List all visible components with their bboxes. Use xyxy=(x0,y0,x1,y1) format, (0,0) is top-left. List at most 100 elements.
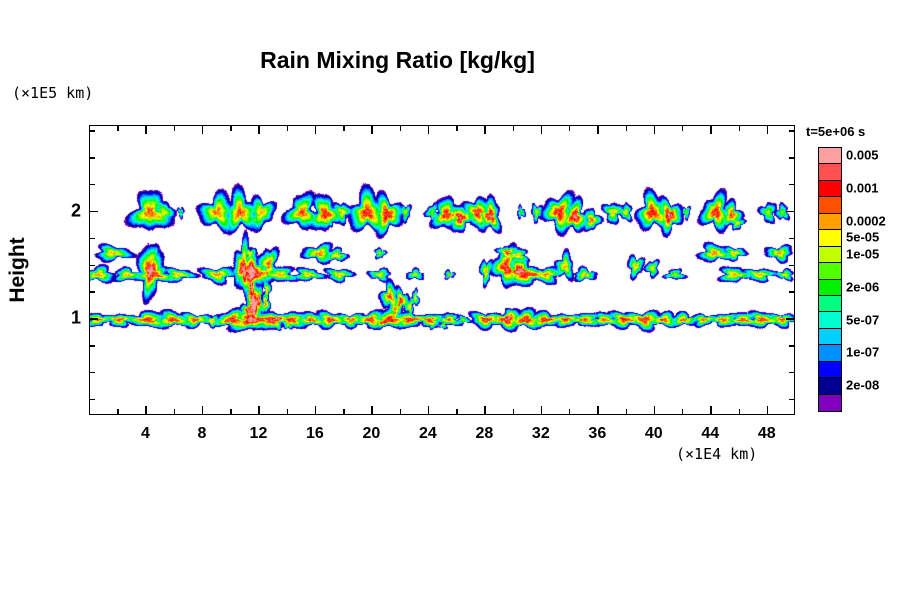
time-annotation: t=5e+06 s xyxy=(806,124,866,139)
x-tick-label: 24 xyxy=(418,425,437,442)
colorbar-label: 1e-05 xyxy=(846,246,880,262)
colorbar-swatch xyxy=(819,148,841,165)
y-tick-label: 2 xyxy=(70,200,81,221)
axis-tick xyxy=(286,409,289,415)
colorbar-swatch xyxy=(819,213,841,231)
axis-tick xyxy=(258,125,260,134)
axis-tick xyxy=(710,406,712,415)
axis-tick xyxy=(789,372,795,374)
axis-tick xyxy=(710,125,712,134)
axis-tick xyxy=(738,409,740,415)
axis-tick xyxy=(145,406,147,415)
x-tick-label: 48 xyxy=(757,425,776,442)
axis-tick xyxy=(789,398,795,401)
axis-tick xyxy=(569,409,571,415)
axis-tick xyxy=(682,409,684,415)
axis-tick xyxy=(89,372,95,374)
y-axis-unit-label: (×1E5 km) xyxy=(12,84,94,102)
axis-tick xyxy=(789,184,795,186)
axis-tick xyxy=(456,409,458,415)
chart-title: Rain Mixing Ratio [kg/kg] xyxy=(260,47,535,73)
axis-tick xyxy=(512,125,514,131)
axis-tick xyxy=(682,125,684,131)
colorbar-label: 0.005 xyxy=(846,147,879,163)
colorbar-swatch xyxy=(819,312,841,329)
x-tick-label: 12 xyxy=(249,425,268,442)
axis-tick xyxy=(343,125,345,131)
colorbar-swatch xyxy=(819,164,841,181)
colorbar-swatch xyxy=(819,345,841,362)
colorbar-label: 1e-07 xyxy=(846,344,880,360)
axis-tick xyxy=(789,157,795,159)
x-tick-label: 44 xyxy=(701,425,720,442)
colorbar-swatch xyxy=(819,197,841,214)
colorbar-swatch xyxy=(819,295,841,313)
axis-tick xyxy=(786,318,795,320)
axis-tick xyxy=(230,409,232,415)
axis-tick xyxy=(145,125,147,134)
axis-tick xyxy=(89,237,95,240)
colorbar-swatch xyxy=(819,394,841,411)
axis-tick xyxy=(789,291,795,293)
axis-tick xyxy=(89,318,98,320)
axis-tick xyxy=(427,406,430,415)
axis-tick xyxy=(201,125,204,134)
axis-tick xyxy=(625,409,627,415)
colorbar-swatch xyxy=(819,230,841,247)
axis-tick xyxy=(484,125,486,134)
axis-tick xyxy=(789,264,795,267)
colorbar-labels: 0.005 0.001 0.0002 5e-05 1e-05 2e-06 5e-07 1e-0… xyxy=(846,147,900,410)
x-axis-unit-label: (×1E4 km) xyxy=(676,445,758,463)
x-tick-label: 28 xyxy=(475,425,494,442)
axis-tick xyxy=(786,210,795,213)
axis-tick xyxy=(286,125,289,131)
x-tick-label: 8 xyxy=(197,425,207,442)
axis-tick xyxy=(653,125,656,134)
axis-tick xyxy=(89,210,98,213)
colorbar-label: 0.001 xyxy=(846,180,879,196)
x-tick-label: 16 xyxy=(306,425,324,442)
axis-tick xyxy=(789,237,795,240)
colorbar-label: 5e-05 xyxy=(846,229,880,245)
axis-tick xyxy=(789,130,795,132)
axis-tick xyxy=(117,409,119,415)
colorbar-swatch xyxy=(819,263,841,280)
axis-tick xyxy=(766,406,769,415)
colorbar-swatch xyxy=(819,361,841,379)
axis-tick xyxy=(484,406,486,415)
axis-tick xyxy=(540,125,543,134)
axis-tick xyxy=(399,125,402,131)
axis-tick xyxy=(427,125,430,134)
axis-tick xyxy=(89,264,95,267)
colorbar-swatch xyxy=(819,328,841,346)
axis-tick xyxy=(258,406,260,415)
axis-tick xyxy=(230,125,232,131)
axis-tick xyxy=(597,406,599,415)
axis-tick xyxy=(117,125,119,131)
axis-tick xyxy=(512,409,514,415)
x-tick-label: 32 xyxy=(531,425,550,442)
axis-tick xyxy=(89,130,95,132)
x-tick-label: 40 xyxy=(644,425,663,442)
y-tick-label: 1 xyxy=(70,307,81,328)
colorbar-label: 2e-08 xyxy=(846,377,880,393)
colorbar-swatch xyxy=(819,180,841,198)
x-tick-label: 4 xyxy=(141,425,150,442)
axis-tick xyxy=(89,184,95,186)
y-axis-title: Height xyxy=(6,237,29,303)
axis-tick xyxy=(766,125,769,134)
colorbar-swatch xyxy=(819,378,841,395)
colorbar-label: 2e-06 xyxy=(846,279,880,295)
axis-tick xyxy=(343,409,345,415)
axis-tick xyxy=(314,406,317,415)
axis-tick xyxy=(89,398,95,401)
colorbar-swatch xyxy=(819,279,841,296)
axis-tick xyxy=(738,125,740,131)
axis-tick xyxy=(173,409,176,415)
axis-tick xyxy=(597,125,599,134)
axis-tick xyxy=(653,406,656,415)
x-tick-label: 20 xyxy=(362,425,381,442)
colorbar-swatch xyxy=(819,246,841,264)
colorbar xyxy=(818,147,842,412)
